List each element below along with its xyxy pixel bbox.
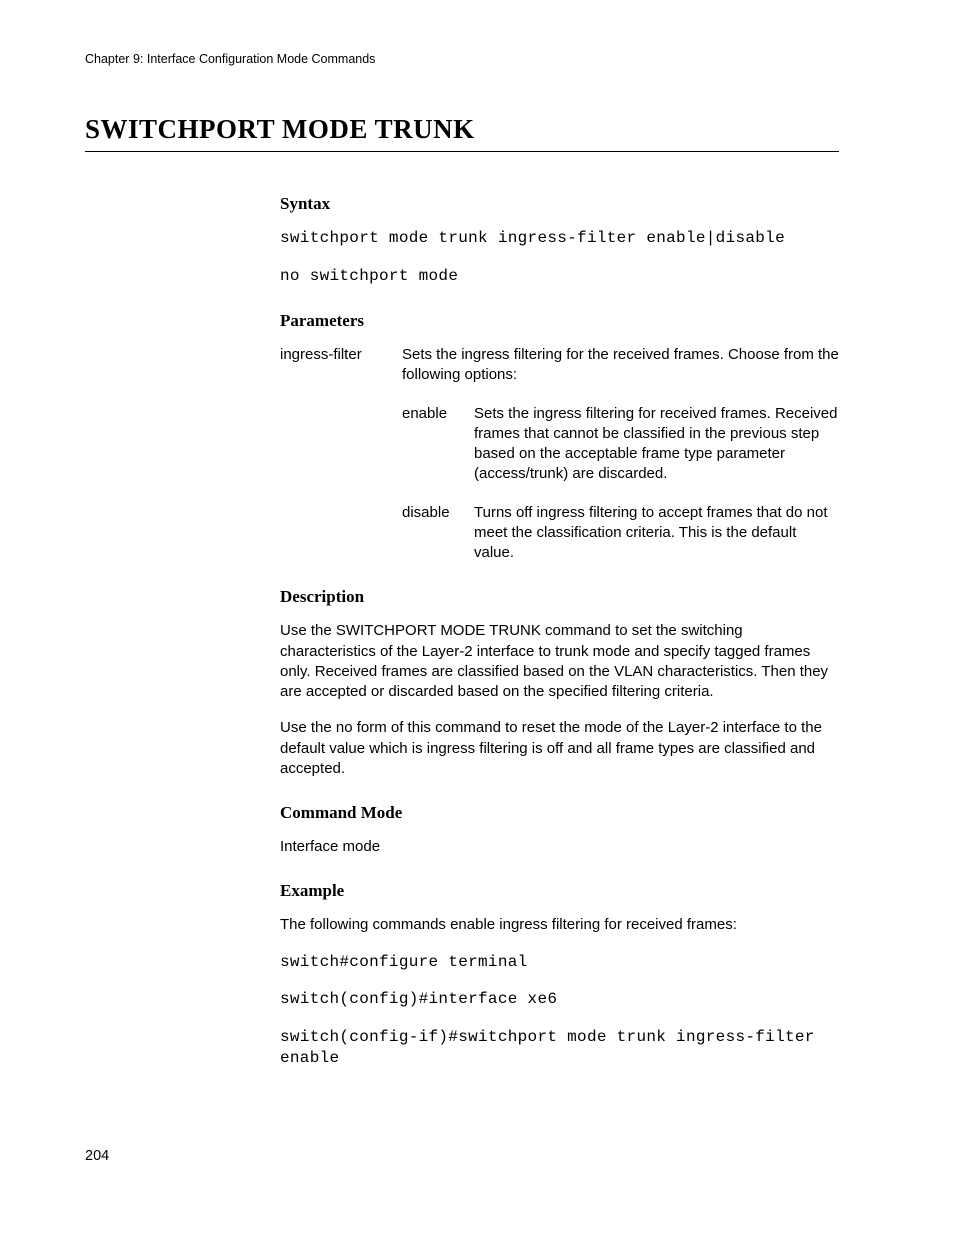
parameter-option-row: disable Turns off ingress filtering to a… bbox=[280, 503, 839, 564]
syntax-line-1: switchport mode trunk ingress-filter ena… bbox=[280, 228, 839, 250]
description-paragraph: Use the no form of this command to reset… bbox=[280, 718, 839, 779]
parameter-row: ingress-filter Sets the ingress filterin… bbox=[280, 345, 839, 386]
parameter-option-row: enable Sets the ingress filtering for re… bbox=[280, 404, 839, 485]
parameters-heading: Parameters bbox=[280, 311, 839, 331]
document-page: Chapter 9: Interface Configuration Mode … bbox=[0, 0, 954, 1204]
command-mode-heading: Command Mode bbox=[280, 803, 839, 823]
page-title: SWITCHPORT MODE TRUNK bbox=[85, 114, 839, 152]
option-definition: Turns off ingress filtering to accept fr… bbox=[474, 503, 839, 564]
syntax-heading: Syntax bbox=[280, 194, 839, 214]
option-term: disable bbox=[402, 503, 474, 523]
syntax-line-2: no switchport mode bbox=[280, 266, 839, 288]
example-command: switch(config-if)#switchport mode trunk … bbox=[280, 1027, 839, 1070]
description-paragraph: Use the SWITCHPORT MODE TRUNK command to… bbox=[280, 621, 839, 702]
example-heading: Example bbox=[280, 881, 839, 901]
parameter-definition: Sets the ingress filtering for the recei… bbox=[402, 345, 839, 386]
example-intro: The following commands enable ingress fi… bbox=[280, 915, 839, 935]
example-command: switch(config)#interface xe6 bbox=[280, 989, 839, 1011]
parameter-term: ingress-filter bbox=[280, 345, 402, 365]
page-number: 204 bbox=[85, 1148, 839, 1164]
option-definition: Sets the ingress filtering for received … bbox=[474, 404, 839, 485]
chapter-header: Chapter 9: Interface Configuration Mode … bbox=[85, 52, 839, 66]
command-mode-text: Interface mode bbox=[280, 837, 839, 857]
example-command: switch#configure terminal bbox=[280, 952, 839, 974]
description-heading: Description bbox=[280, 587, 839, 607]
content-block: Syntax switchport mode trunk ingress-fil… bbox=[280, 194, 839, 1070]
option-term: enable bbox=[402, 404, 474, 424]
